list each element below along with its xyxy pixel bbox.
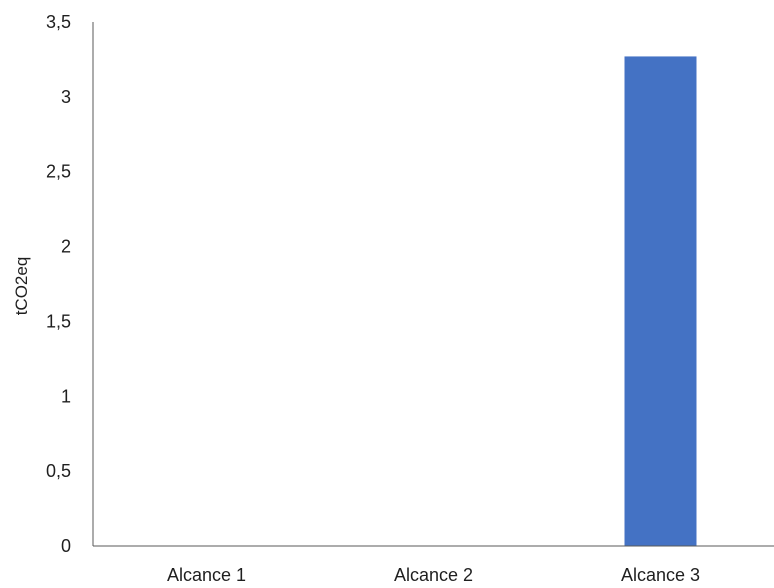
y-tick-label: 3 (61, 87, 71, 107)
bars-group (624, 56, 697, 546)
y-axis-ticks: 0 0,5 1 1,5 2 2,5 3 3,5 (46, 12, 71, 556)
bar-alcance-3 (624, 56, 697, 546)
y-tick-label: 1,5 (46, 311, 71, 331)
y-tick-label: 0 (61, 536, 71, 556)
x-tick-label: Alcance 2 (394, 565, 473, 585)
y-axis-title: tCO2eq (12, 257, 31, 316)
x-tick-label: Alcance 3 (621, 565, 700, 585)
y-tick-label: 1 (61, 386, 71, 406)
y-tick-label: 0,5 (46, 461, 71, 481)
y-tick-label: 2,5 (46, 162, 71, 182)
y-tick-label: 3,5 (46, 12, 71, 32)
y-tick-label: 2 (61, 237, 71, 257)
x-tick-label: Alcance 1 (167, 565, 246, 585)
x-axis-ticks: Alcance 1 Alcance 2 Alcance 3 (167, 565, 700, 585)
